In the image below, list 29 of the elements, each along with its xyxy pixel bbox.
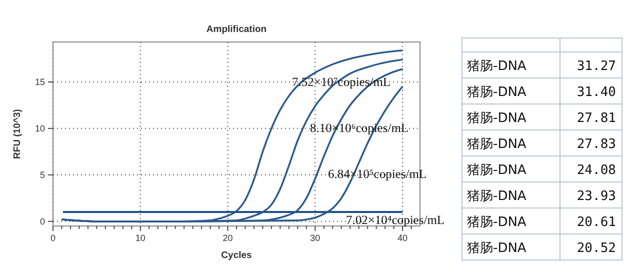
x-tick-label: 40 bbox=[398, 233, 408, 243]
text: 24.08 bbox=[576, 163, 616, 178]
text: 猪肠-DNA bbox=[467, 163, 526, 178]
y-tick-label: 15 bbox=[34, 76, 45, 87]
x-tick-label: 20 bbox=[222, 233, 233, 243]
text: 猪肠-DNA bbox=[467, 189, 526, 204]
text: 猪肠-DNA bbox=[467, 241, 526, 256]
text: 31.27 bbox=[576, 59, 616, 74]
y-tick-label: 0 bbox=[40, 216, 45, 226]
text: 猪肠-DNA bbox=[467, 85, 526, 100]
x-axis-title: Cycles bbox=[221, 250, 252, 261]
y-axis-title: RFU (10^3) bbox=[12, 109, 23, 159]
x-tick-label: 10 bbox=[135, 233, 146, 243]
x-tick-label: 30 bbox=[310, 233, 320, 243]
text: 27.83 bbox=[576, 137, 616, 152]
text: 23.93 bbox=[576, 189, 616, 204]
y-tick-label: 5 bbox=[40, 170, 45, 180]
text: 20.52 bbox=[576, 241, 616, 256]
text: 20.61 bbox=[576, 215, 616, 230]
text: 31.40 bbox=[576, 85, 616, 100]
x-tick-label: 0 bbox=[50, 233, 56, 243]
text: 猪肠-DNA bbox=[467, 215, 526, 230]
text: 猪肠-DNA bbox=[467, 111, 526, 126]
annotation: 7.02×10⁴copies/mL bbox=[346, 213, 445, 227]
y-tick-label: 10 bbox=[34, 123, 45, 134]
chart-title: Amplification bbox=[206, 24, 267, 35]
text: 27.81 bbox=[576, 111, 616, 126]
text: 猪肠-DNA bbox=[467, 137, 526, 152]
text: 猪肠-DNA bbox=[467, 59, 526, 74]
